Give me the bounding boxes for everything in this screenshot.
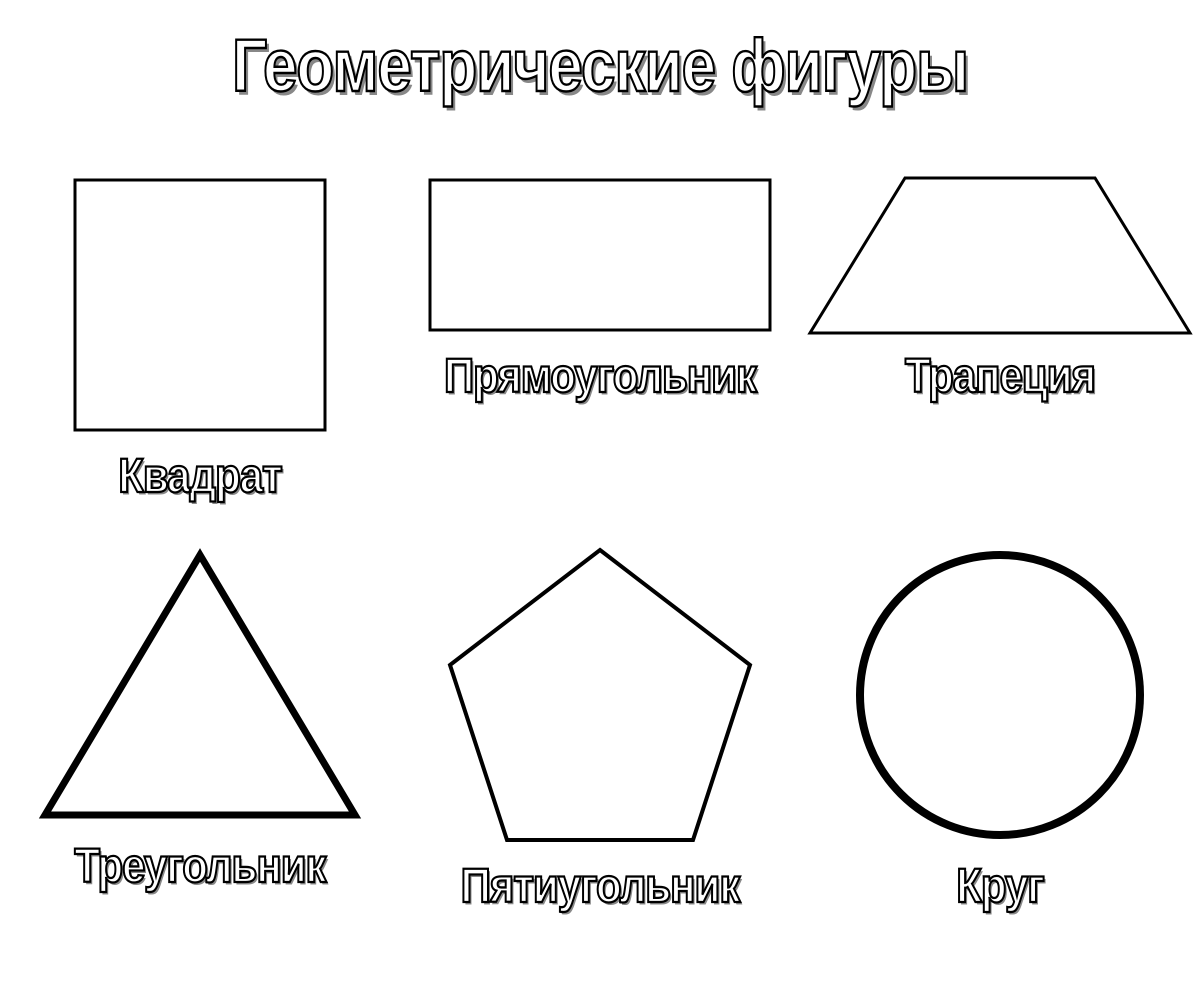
square-shape [70, 170, 330, 440]
cell-rectangle: Прямоугольник [400, 170, 800, 500]
cell-pentagon: Пятиугольник [400, 540, 800, 910]
trapezoid-shape [805, 170, 1195, 340]
trapezoid-label: Трапеция [905, 348, 1095, 403]
square-label: Квадрат [118, 448, 282, 503]
shapes-grid: Квадрат Прямоугольник Трапеция Треугольн… [0, 170, 1200, 910]
triangle-shape [35, 540, 365, 830]
triangle-label: Треугольник [74, 838, 325, 893]
circle-shape [850, 540, 1150, 850]
pentagon-shape [445, 540, 755, 850]
rectangle-path [430, 180, 770, 330]
page-title: Геометрические фигуры [0, 0, 1200, 109]
triangle-path [45, 555, 355, 815]
rectangle-label: Прямоугольник [444, 348, 756, 403]
pentagon-path [450, 550, 750, 840]
trapezoid-path [810, 178, 1190, 333]
rectangle-shape [425, 170, 775, 340]
cell-circle: Круг [800, 540, 1200, 910]
pentagon-label: Пятиугольник [461, 858, 740, 913]
circle-path [860, 555, 1140, 835]
cell-trapezoid: Трапеция [800, 170, 1200, 500]
cell-triangle: Треугольник [0, 540, 400, 910]
circle-label: Круг [956, 858, 1044, 913]
square-path [75, 180, 325, 430]
cell-square: Квадрат [0, 170, 400, 500]
